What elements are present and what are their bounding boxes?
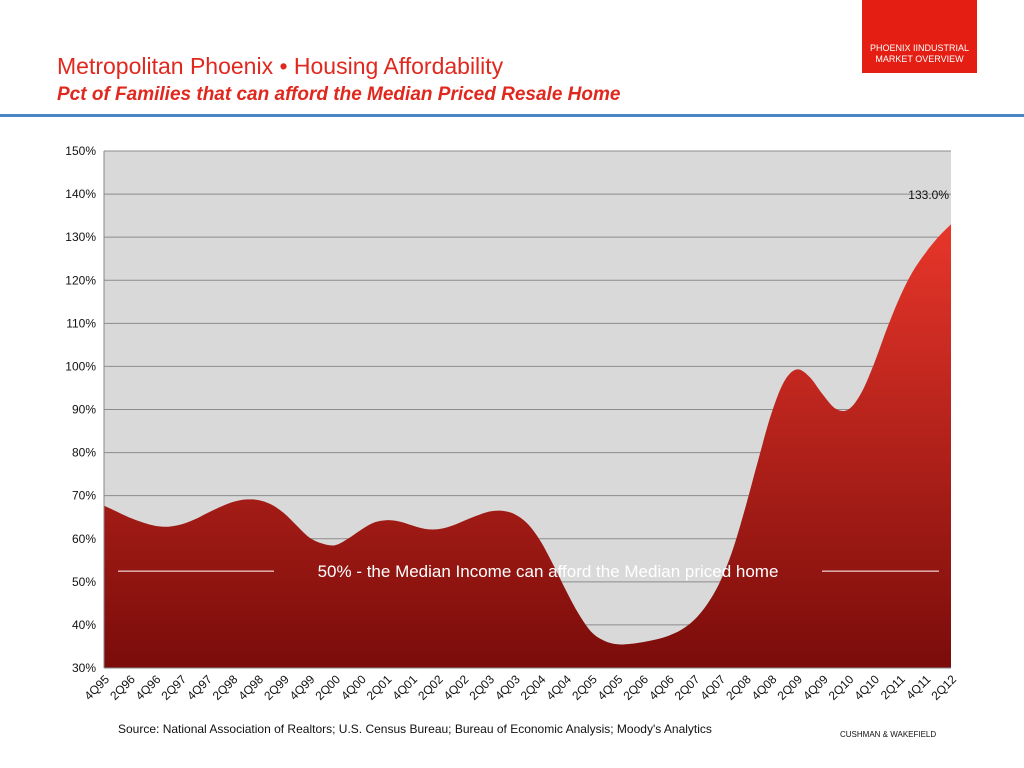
x-tick-label: 4Q01 — [389, 672, 420, 703]
x-tick-label: 2Q01 — [364, 672, 395, 703]
x-tick-label: 2Q08 — [723, 672, 754, 703]
x-tick-label: 4Q08 — [749, 672, 780, 703]
y-tick-label: 140% — [65, 187, 96, 201]
x-tick-label: 2Q00 — [312, 672, 343, 703]
y-tick-label: 110% — [66, 316, 96, 330]
x-tick-label: 4Q07 — [697, 672, 728, 703]
x-tick-label: 2Q06 — [620, 672, 651, 703]
x-tick-label: 4Q95 — [81, 672, 112, 703]
end-value-label: 133.0% — [908, 188, 949, 202]
x-tick-label: 4Q04 — [543, 672, 574, 703]
y-tick-label: 40% — [72, 618, 96, 632]
affordability-area-series — [104, 224, 951, 669]
x-tick-label: 4Q10 — [851, 672, 882, 703]
x-tick-label: 4Q06 — [646, 672, 677, 703]
y-tick-label: 130% — [65, 230, 96, 244]
source-note: Source: National Association of Realtors… — [118, 722, 712, 736]
x-tick-label: 4Q11 — [903, 672, 933, 702]
y-tick-label: 150% — [65, 144, 96, 158]
x-tick-label: 4Q03 — [492, 672, 523, 703]
x-tick-label: 2Q99 — [261, 672, 292, 703]
y-tick-label: 80% — [72, 446, 96, 460]
reference-line-group: 50% - the Median Income can afford the M… — [118, 562, 939, 581]
x-tick-label: 2Q97 — [158, 672, 189, 703]
y-tick-label: 30% — [72, 661, 96, 675]
badge-line-2: MARKET OVERVIEW — [875, 54, 964, 64]
x-tick-label: 2Q03 — [466, 672, 497, 703]
y-tick-label: 70% — [72, 489, 96, 503]
brand-footer: CUSHMAN & WAKEFIELD — [840, 730, 937, 739]
y-tick-label: 60% — [72, 532, 96, 546]
x-tick-label: 4Q98 — [235, 672, 266, 703]
x-tick-label: 2Q10 — [826, 672, 857, 703]
x-tick-label: 2Q07 — [672, 672, 703, 703]
x-tick-label: 4Q99 — [287, 672, 318, 703]
chart-subtitle: Pct of Families that can afford the Medi… — [57, 84, 621, 105]
y-tick-label: 100% — [65, 359, 96, 373]
x-tick-label: 2Q04 — [518, 672, 549, 703]
x-tick-label: 4Q00 — [338, 672, 369, 703]
section-badge: PHOENIX IINDUSTRIAL MARKET OVERVIEW — [862, 0, 977, 73]
x-tick-label: 4Q05 — [595, 672, 626, 703]
x-tick-label: 4Q02 — [441, 672, 472, 703]
chart-title: Metropolitan Phoenix • Housing Affordabi… — [57, 53, 504, 79]
x-axis-ticks: 4Q952Q964Q962Q974Q972Q984Q982Q994Q992Q00… — [81, 672, 959, 703]
y-tick-label: 50% — [72, 575, 96, 589]
badge-line-1: PHOENIX IINDUSTRIAL — [869, 43, 970, 53]
x-tick-label: 4Q96 — [133, 672, 164, 703]
x-tick-label: 2Q11 — [878, 672, 908, 702]
header-divider — [0, 114, 1024, 117]
x-tick-label: 2Q05 — [569, 672, 600, 703]
y-axis-ticks: 30% 40% 50% 60% 70% 80% 90% 100% 110% 120% 130% 140… — [65, 144, 96, 675]
x-tick-label: 4Q09 — [800, 672, 831, 703]
x-tick-label: 2Q09 — [774, 672, 805, 703]
y-tick-label: 90% — [72, 403, 96, 417]
x-tick-label: 2Q02 — [415, 672, 446, 703]
x-tick-label: 4Q97 — [184, 672, 215, 703]
reference-line-label: 50% - the Median Income can afford the M… — [318, 562, 779, 581]
x-tick-label: 2Q96 — [107, 672, 138, 703]
x-tick-label: 2Q98 — [210, 672, 241, 703]
y-tick-label: 120% — [65, 273, 96, 287]
x-tick-label: 2Q12 — [928, 672, 959, 703]
